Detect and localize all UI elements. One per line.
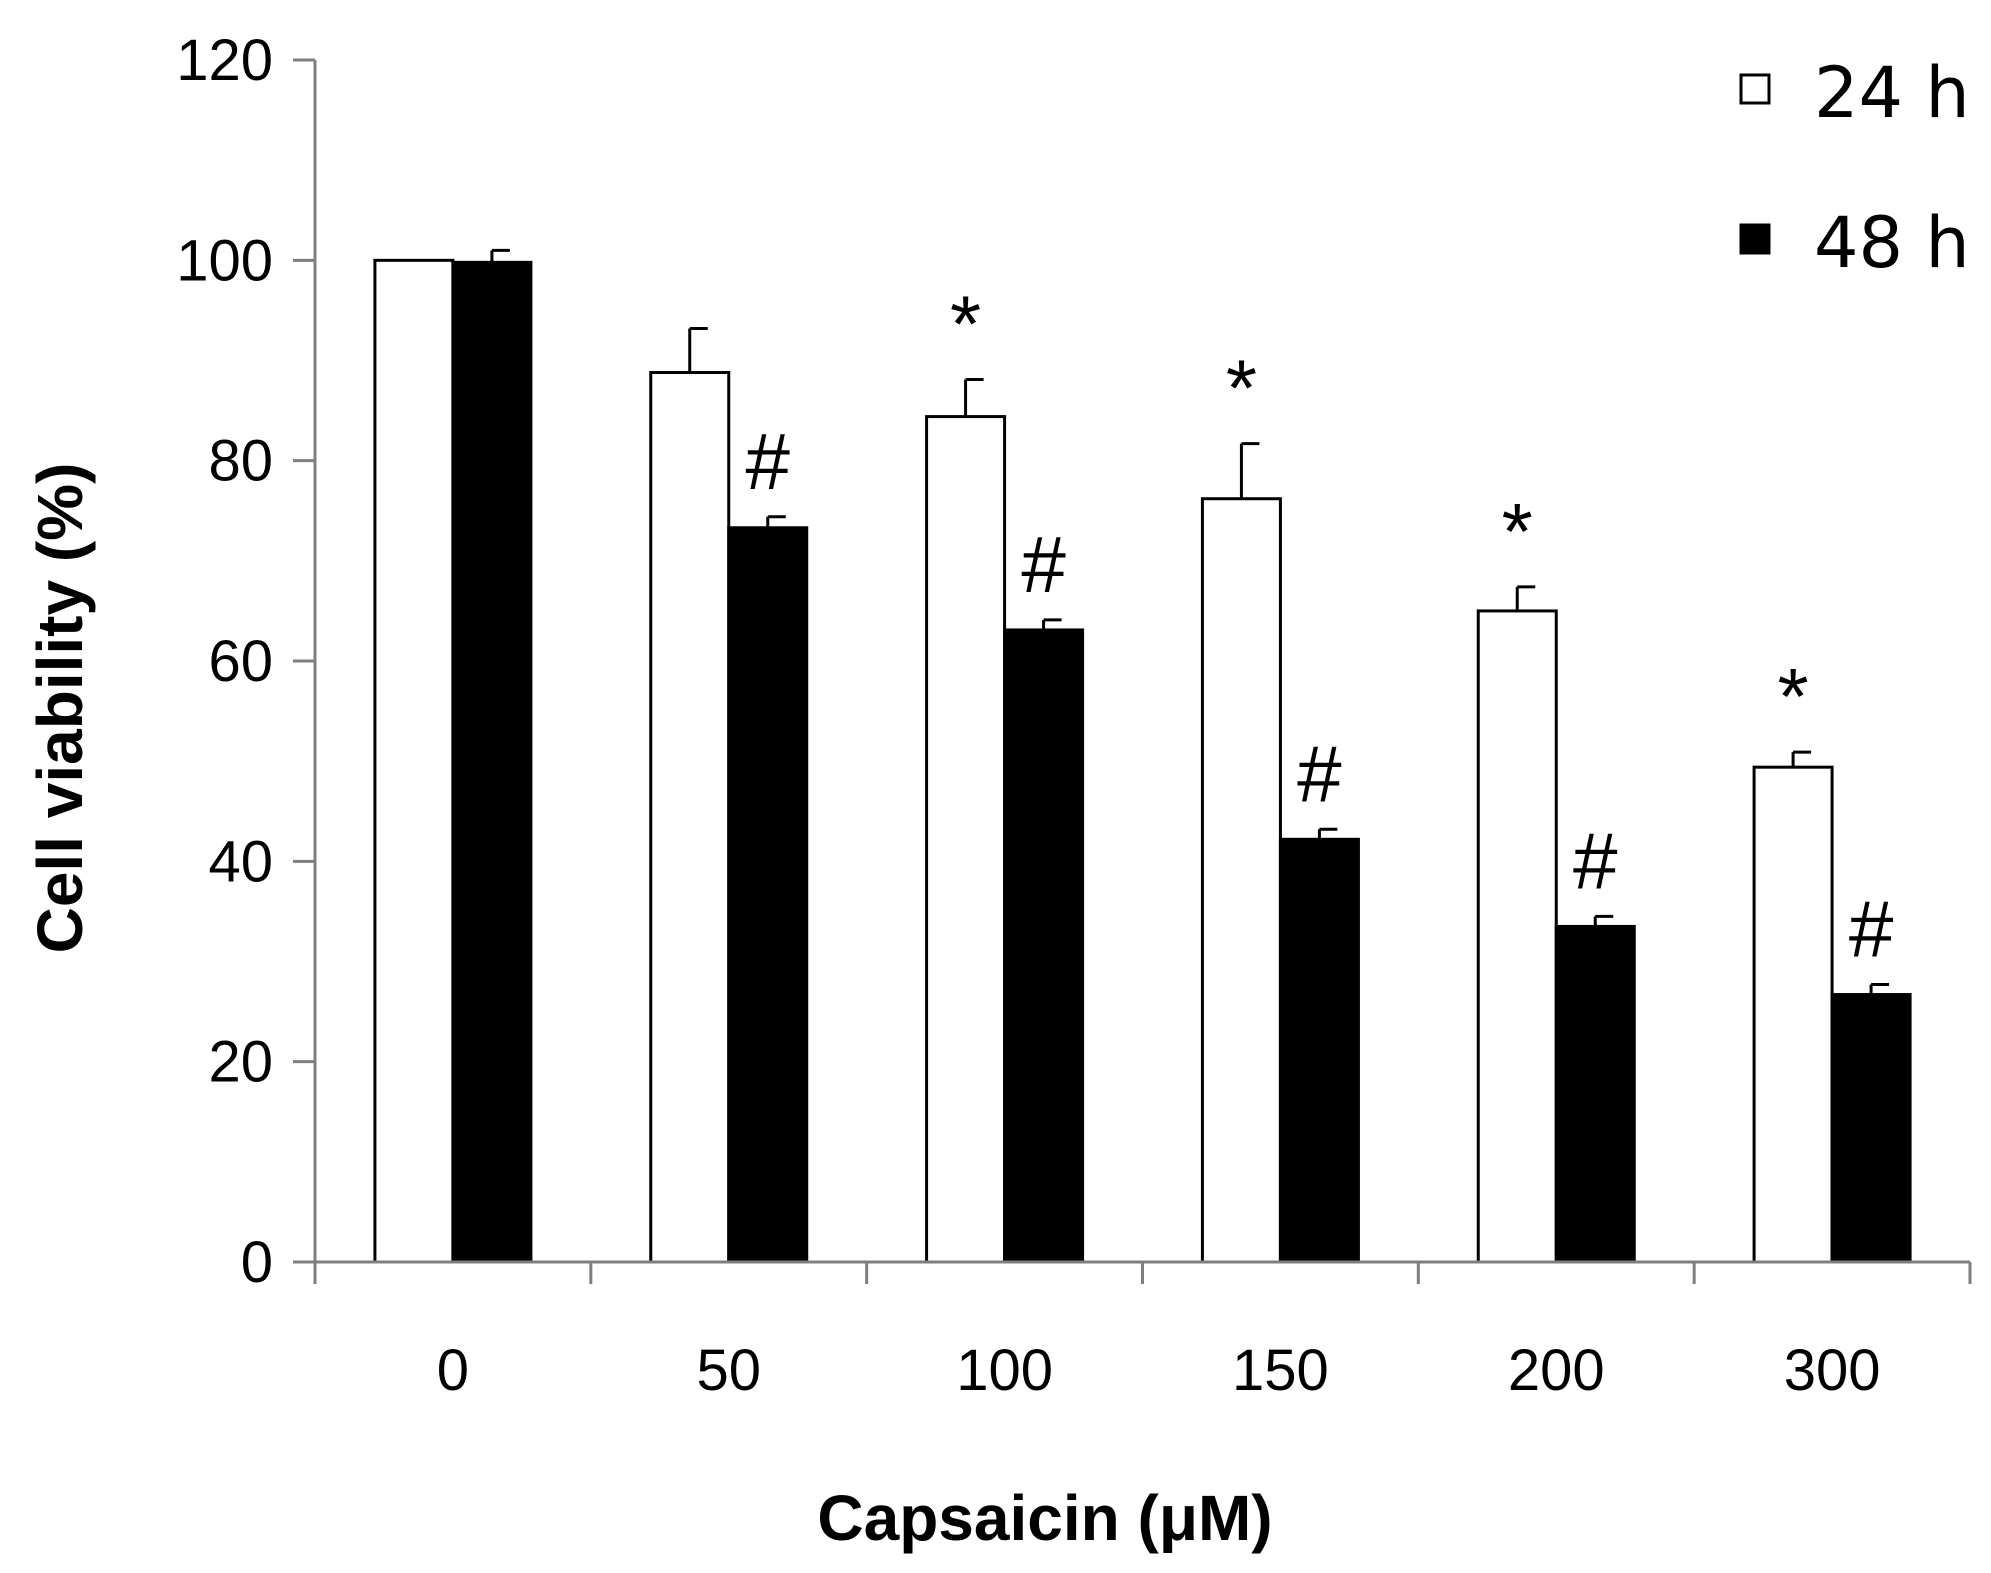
bar-24h-300 <box>1752 765 1834 1264</box>
y-tick-label: 80 <box>208 429 273 494</box>
significance-asterisk: * <box>1778 652 1809 741</box>
y-tick-label: 0 <box>241 1230 273 1295</box>
bar-24h-150 <box>1200 497 1282 1264</box>
bar-24h-0 <box>373 258 455 1264</box>
bar-48h-100 <box>1003 628 1085 1264</box>
x-tick-label: 200 <box>1508 1338 1605 1403</box>
legend-label-48h: 48 h <box>1814 202 1970 284</box>
legend: 24 h 48 h <box>1739 52 1970 284</box>
y-tick-label: 60 <box>208 629 273 694</box>
legend-swatch-24h <box>1739 73 1771 105</box>
bar-24h-50 <box>649 371 731 1264</box>
x-tick-label: 0 <box>437 1338 469 1403</box>
significance-asterisk: * <box>1502 487 1533 576</box>
error-bars <box>490 248 1890 995</box>
bar-48h-50 <box>727 526 809 1264</box>
bar-24h-200 <box>1476 609 1558 1264</box>
bar-48h-150 <box>1278 837 1360 1264</box>
significance-asterisk: * <box>950 280 981 369</box>
bar-48h-300 <box>1830 993 1912 1264</box>
significance-hash: # <box>1297 729 1342 818</box>
x-tick-label: 150 <box>1232 1338 1329 1403</box>
significance-annotations: * * * * # # # # # <box>746 280 1894 974</box>
bar-48h-0 <box>451 260 533 1264</box>
y-axis-title: Cell viability (%) <box>24 463 96 954</box>
bar-series <box>373 258 1912 1264</box>
legend-swatch-48h <box>1739 223 1771 255</box>
x-axis-title: Capsaicin (μM) <box>817 1482 1272 1554</box>
x-tick-label: 100 <box>956 1338 1053 1403</box>
significance-hash: # <box>1573 816 1618 905</box>
y-tick-label: 100 <box>176 228 273 293</box>
x-tick-label: 50 <box>696 1338 761 1403</box>
significance-hash: # <box>746 417 791 506</box>
legend-label-24h: 24 h <box>1814 52 1970 134</box>
significance-hash: # <box>1021 520 1066 609</box>
significance-asterisk: * <box>1226 344 1257 433</box>
y-tick-label: 120 <box>176 28 273 93</box>
significance-hash: # <box>1849 885 1894 974</box>
y-tick-label: 20 <box>208 1030 273 1095</box>
x-axis-ticks: 0 50 100 150 200 300 <box>313 1262 1972 1403</box>
x-tick-label: 300 <box>1784 1338 1881 1403</box>
y-axis-ticks: 0 20 40 60 80 100 120 <box>176 28 315 1295</box>
bar-24h-100 <box>925 415 1007 1264</box>
y-tick-label: 40 <box>208 829 273 894</box>
bar-48h-200 <box>1554 924 1636 1264</box>
